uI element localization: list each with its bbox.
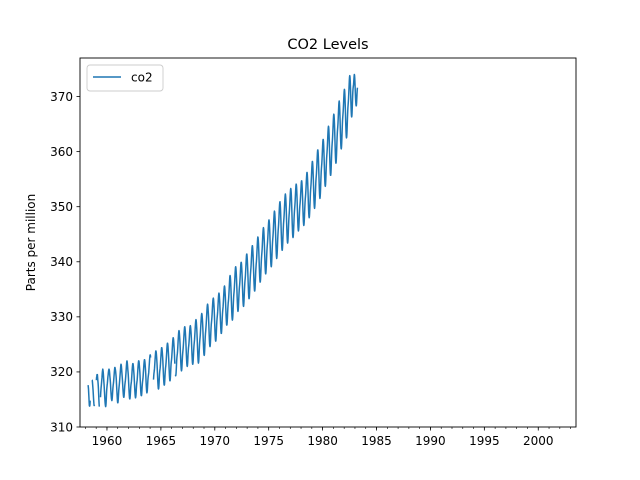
y-tick-label: 330	[50, 310, 73, 324]
x-tick-label: 2000	[523, 434, 554, 448]
y-tick-label: 320	[50, 365, 73, 379]
x-tick-label: 1965	[146, 434, 177, 448]
y-tick-label: 360	[50, 145, 73, 159]
y-axis-label: Parts per million	[24, 194, 38, 291]
series-layer	[87, 73, 359, 408]
series-line-co2	[87, 73, 359, 408]
chart-title: CO2 Levels	[287, 37, 368, 53]
y-tick-label: 370	[50, 90, 73, 104]
x-tick-label: 1995	[469, 434, 500, 448]
y-axis: 310 320 330 340 350 360 370	[50, 90, 80, 434]
x-tick-label: 1980	[307, 434, 338, 448]
legend: co2	[86, 64, 164, 92]
y-tick-label: 350	[50, 200, 73, 214]
plot-frame	[79, 57, 577, 428]
x-tick-label: 1960	[92, 434, 123, 448]
x-axis: 1960 1965 1970 1975 1980 1985 1990 1995 2000	[85, 427, 571, 448]
legend-label-co2: co2	[131, 71, 153, 85]
x-tick-label: 1975	[253, 434, 284, 448]
x-tick-label: 1970	[200, 434, 231, 448]
legend-box	[86, 64, 164, 92]
y-tick-label: 340	[50, 255, 73, 269]
y-tick-label: 310	[50, 420, 73, 434]
x-tick-label: 1990	[415, 434, 446, 448]
x-tick-label: 1985	[361, 434, 392, 448]
